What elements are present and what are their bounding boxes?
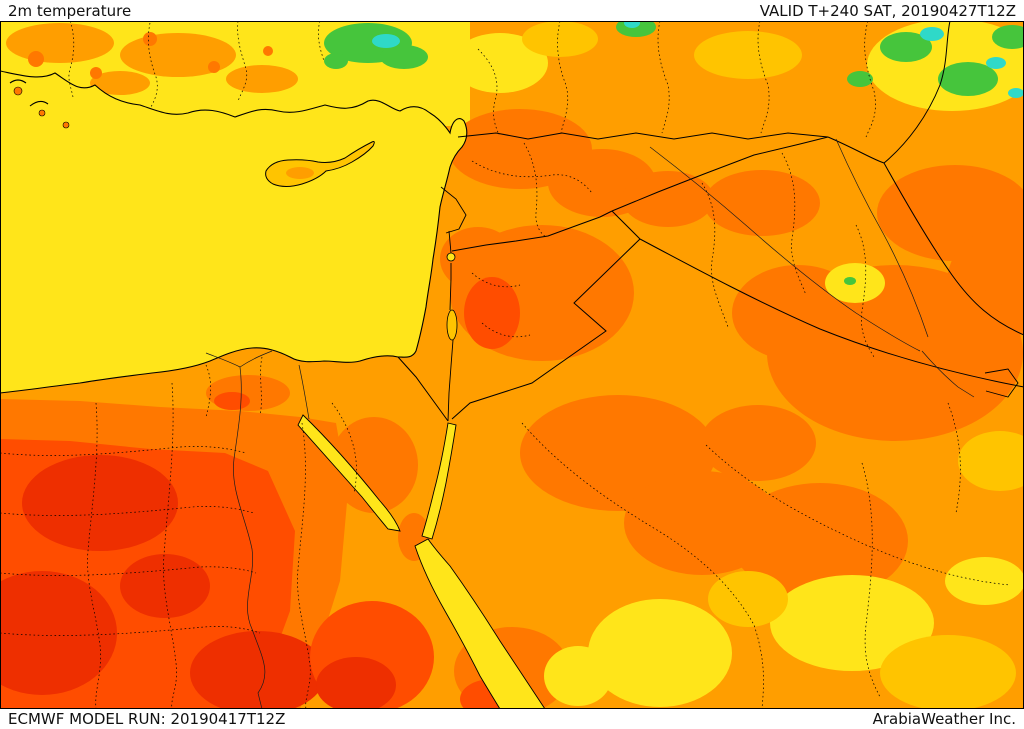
cold-spots (324, 21, 1024, 111)
temperature-map-canvas (0, 21, 1024, 709)
egypt-hot-region (0, 375, 434, 709)
valid-time: VALID T+240 SAT, 20190427T12Z (759, 1, 1016, 20)
admin-boundaries (0, 21, 1011, 709)
model-run-label: ECMWF MODEL RUN: 20190417T12Z (8, 710, 286, 728)
aegean-islands (9, 79, 70, 129)
tigris-river (835, 138, 929, 338)
temperature-map (0, 21, 1024, 709)
jordan-hot-patches (440, 225, 634, 361)
arabia-temperature-patches (454, 395, 1024, 709)
dead-sea-and-lakes (446, 252, 458, 341)
country-borders (397, 21, 1024, 422)
nile-river (233, 366, 266, 709)
cyprus-island (265, 141, 375, 187)
syria-iraq-hot-patches (448, 109, 1024, 441)
rivers (205, 138, 975, 709)
credit-label: ArabiaWeather Inc. (872, 710, 1016, 728)
header-bar: 2m temperature VALID T+240 SAT, 20190427… (0, 0, 1024, 21)
euphrates-river (649, 146, 921, 352)
mediterranean-sea (0, 70, 468, 394)
footer-bar: ECMWF MODEL RUN: 20190417T12Z ArabiaWeat… (0, 709, 1024, 729)
map-title: 2m temperature (8, 1, 132, 20)
suez-canal (298, 364, 310, 420)
